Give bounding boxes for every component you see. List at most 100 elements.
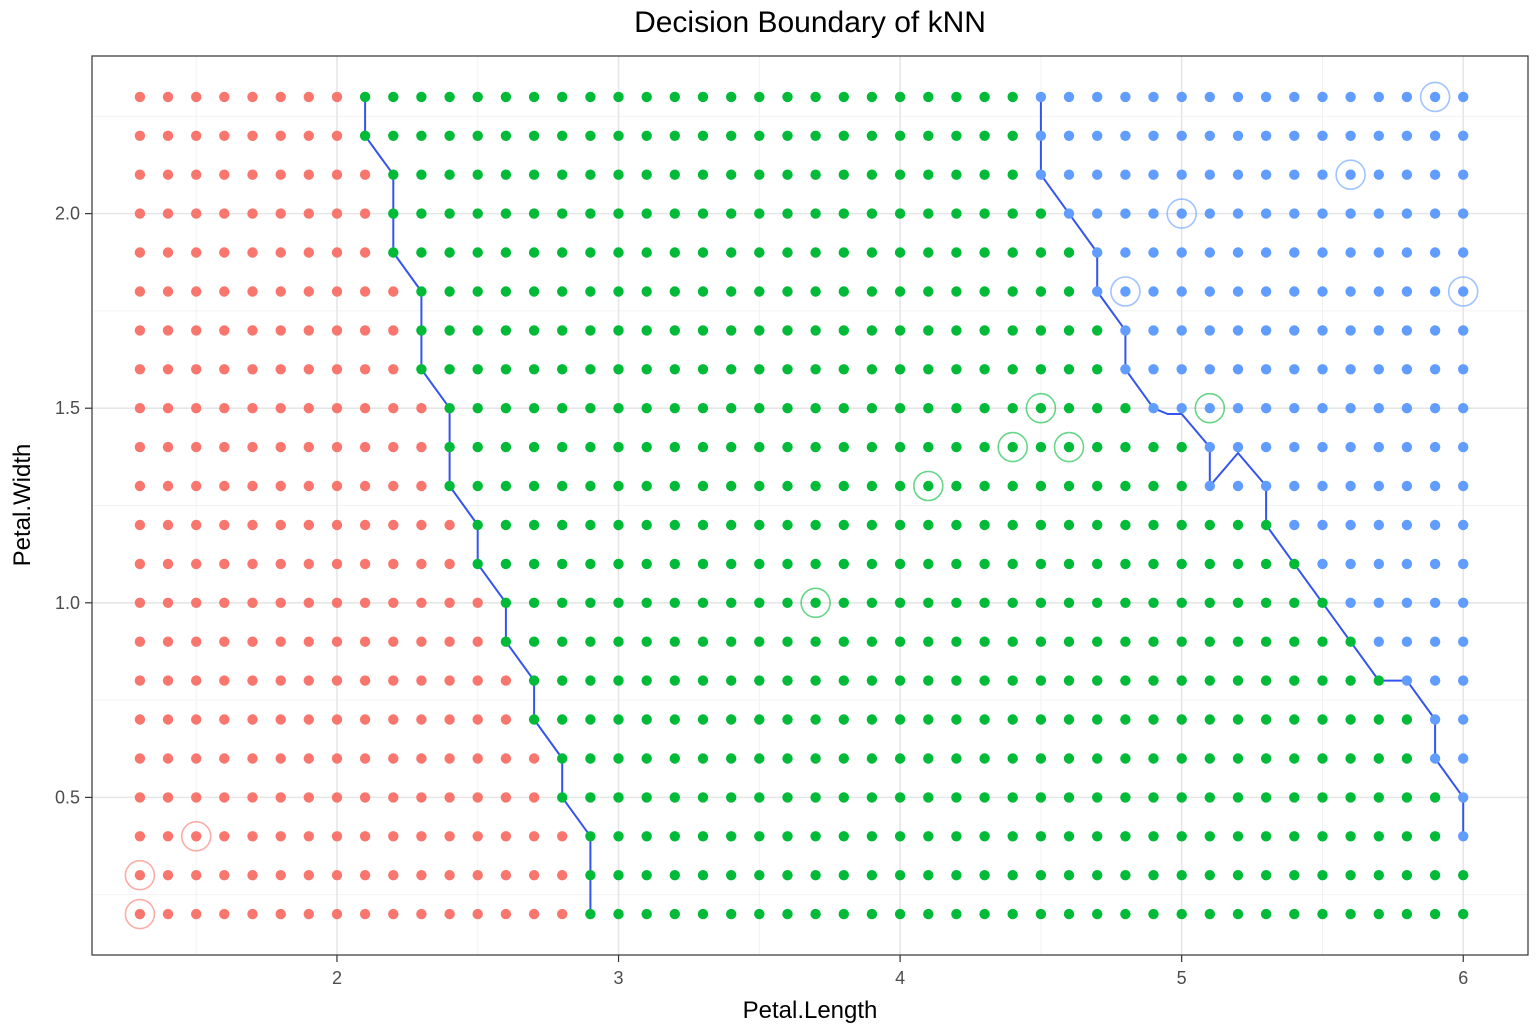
grid-point-class-b (613, 558, 624, 570)
grid-point-class-b (1232, 908, 1244, 920)
grid-point-class-b (641, 441, 652, 453)
grid-point-class-b (782, 208, 793, 219)
grid-point-class-a (331, 91, 343, 103)
grid-point-class-a (247, 286, 258, 297)
grid-point-class-a (191, 364, 202, 375)
grid-point-class-b (838, 519, 849, 531)
grid-point-class-b (669, 480, 680, 492)
grid-point-class-b (838, 130, 849, 141)
grid-point-class-b (1035, 247, 1047, 258)
grid-point-class-a (303, 364, 314, 375)
grid-point-class-b (472, 364, 483, 375)
grid-point-class-c (1063, 130, 1075, 141)
x-axis-title: Petal.Length (743, 997, 878, 1024)
grid-point-class-b (1092, 597, 1103, 608)
grid-point-class-b (1345, 908, 1356, 920)
grid-point-class-b (1092, 325, 1103, 336)
grid-point-class-b (894, 208, 906, 219)
grid-point-class-a (416, 792, 427, 803)
grid-point-class-a (275, 714, 286, 725)
grid-point-class-a (275, 364, 286, 375)
grid-point-class-b (1063, 441, 1075, 453)
grid-point-class-c (1176, 325, 1187, 336)
grid-point-class-b (951, 208, 962, 219)
grid-point-class-b (951, 908, 962, 920)
grid-point-class-b (894, 714, 906, 725)
grid-point-class-c (1035, 169, 1047, 180)
grid-point-class-c (1373, 364, 1385, 375)
grid-point-class-b (669, 753, 680, 764)
grid-point-class-a (388, 675, 399, 686)
grid-point-class-a (303, 597, 314, 608)
grid-point-class-a (275, 519, 286, 531)
grid-point-class-a (444, 519, 455, 531)
grid-point-class-b (528, 714, 540, 725)
x-tick-label: 3 (614, 968, 624, 988)
grid-point-class-b (1317, 636, 1328, 647)
grid-point-class-b (838, 208, 849, 219)
grid-point-class-b (669, 441, 680, 453)
grid-point-class-a (303, 519, 314, 531)
grid-point-class-b (472, 247, 483, 258)
grid-point-class-c (1401, 403, 1413, 414)
grid-point-class-b (697, 403, 709, 414)
y-tick-label: 1.0 (55, 593, 80, 613)
grid-point-class-b (669, 792, 680, 803)
grid-point-class-c (1148, 286, 1159, 297)
grid-point-class-b (894, 831, 906, 842)
grid-point-class-a (331, 247, 343, 258)
grid-point-class-b (669, 286, 680, 297)
grid-point-class-c (1120, 91, 1131, 103)
grid-point-class-b (979, 519, 990, 531)
grid-point-class-c (1458, 519, 1469, 531)
grid-point-class-a (162, 753, 174, 764)
grid-point-class-b (1007, 519, 1018, 531)
grid-point-class-b (641, 403, 652, 414)
grid-point-class-b (1260, 753, 1272, 764)
grid-point-class-b (669, 364, 680, 375)
grid-point-class-b (613, 908, 624, 920)
grid-point-class-b (810, 247, 821, 258)
grid-point-class-b (754, 558, 765, 570)
grid-point-class-a (500, 870, 512, 881)
grid-point-class-c (1373, 169, 1385, 180)
grid-point-class-b (557, 714, 568, 725)
grid-point-class-b (557, 558, 568, 570)
grid-point-class-b (810, 325, 821, 336)
grid-point-class-b (951, 558, 962, 570)
grid-point-class-c (1260, 208, 1272, 219)
grid-point-class-c (1232, 91, 1244, 103)
grid-point-class-a (134, 480, 146, 492)
grid-point-class-b (1260, 519, 1272, 531)
grid-point-class-b (1120, 558, 1131, 570)
grid-point-class-a (247, 91, 258, 103)
grid-point-class-b (1176, 597, 1187, 608)
grid-point-class-a (275, 169, 286, 180)
grid-point-class-a (275, 792, 286, 803)
grid-point-class-b (1260, 870, 1272, 881)
grid-point-class-c (1345, 169, 1356, 180)
grid-point-class-a (331, 403, 343, 414)
grid-point-class-b (697, 364, 709, 375)
grid-point-class-a (162, 208, 174, 219)
grid-point-class-b (388, 247, 399, 258)
grid-point-class-b (838, 831, 849, 842)
grid-point-class-a (134, 91, 146, 103)
grid-point-class-b (866, 558, 878, 570)
grid-point-class-b (444, 441, 455, 453)
grid-point-class-b (1204, 753, 1216, 764)
grid-point-class-b (472, 91, 483, 103)
grid-point-class-b (1289, 792, 1300, 803)
grid-point-class-c (1204, 169, 1216, 180)
grid-point-class-b (1092, 792, 1103, 803)
grid-point-class-b (979, 714, 990, 725)
grid-point-class-a (191, 597, 202, 608)
grid-point-class-b (1204, 792, 1216, 803)
grid-point-class-b (1063, 519, 1075, 531)
grid-point-class-a (303, 870, 314, 881)
chart-title: Decision Boundary of kNN (634, 6, 986, 39)
grid-point-class-b (1289, 908, 1300, 920)
grid-point-class-b (1035, 480, 1047, 492)
grid-point-class-b (557, 247, 568, 258)
grid-point-class-a (247, 130, 258, 141)
